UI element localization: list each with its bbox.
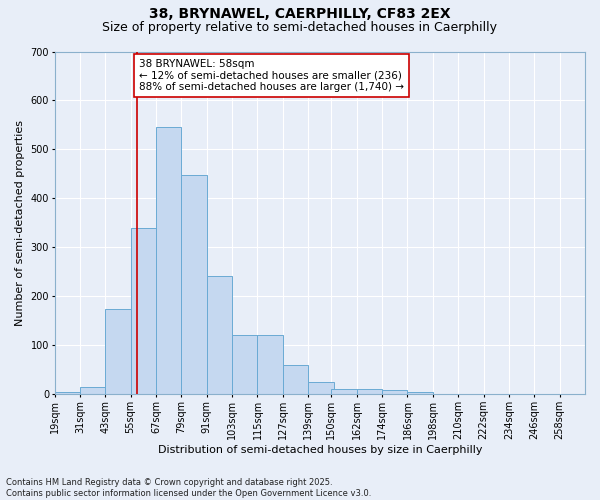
Bar [156,128,181,394]
Bar [382,390,407,394]
Bar [407,392,433,394]
Bar [106,308,131,394]
Bar [257,334,283,394]
Bar [232,334,257,394]
Text: Contains HM Land Registry data © Crown copyright and database right 2025.
Contai: Contains HM Land Registry data © Crown c… [6,478,371,498]
Text: Size of property relative to semi-detached houses in Caerphilly: Size of property relative to semi-detach… [103,21,497,34]
Bar [357,390,382,394]
Bar [80,387,106,394]
X-axis label: Distribution of semi-detached houses by size in Caerphilly: Distribution of semi-detached houses by … [158,445,482,455]
Text: 38, BRYNAWEL, CAERPHILLY, CF83 2EX: 38, BRYNAWEL, CAERPHILLY, CF83 2EX [149,8,451,22]
Bar [131,228,156,394]
Bar [181,175,207,394]
Bar [55,392,80,394]
Bar [331,388,357,394]
Bar [283,365,308,394]
Text: 38 BRYNAWEL: 58sqm
← 12% of semi-detached houses are smaller (236)
88% of semi-d: 38 BRYNAWEL: 58sqm ← 12% of semi-detache… [139,59,404,92]
Bar [308,382,334,394]
Bar [207,276,232,394]
Y-axis label: Number of semi-detached properties: Number of semi-detached properties [15,120,25,326]
